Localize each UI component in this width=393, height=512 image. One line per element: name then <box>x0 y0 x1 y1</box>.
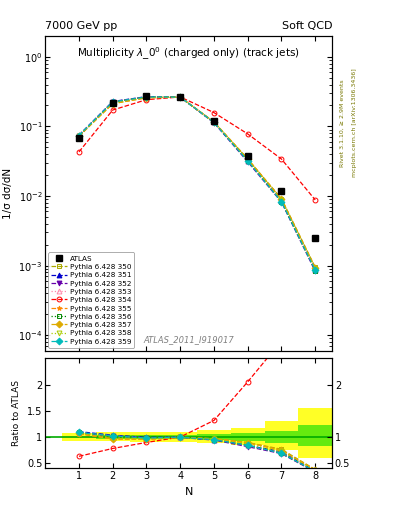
Text: Soft QCD: Soft QCD <box>282 21 332 31</box>
Text: 7000 GeV pp: 7000 GeV pp <box>45 21 118 31</box>
Y-axis label: 1/σ dσ/dN: 1/σ dσ/dN <box>3 168 13 219</box>
Text: Multiplicity $\lambda\_0^0$ (charged only) (track jets): Multiplicity $\lambda\_0^0$ (charged onl… <box>77 45 300 62</box>
X-axis label: N: N <box>184 487 193 497</box>
Text: mcplots.cern.ch [arXiv:1306.3436]: mcplots.cern.ch [arXiv:1306.3436] <box>352 69 357 177</box>
Text: ATLAS_2011_I919017: ATLAS_2011_I919017 <box>143 335 234 345</box>
Y-axis label: Ratio to ATLAS: Ratio to ATLAS <box>13 380 22 446</box>
Legend: ATLAS, Pythia 6.428 350, Pythia 6.428 351, Pythia 6.428 352, Pythia 6.428 353, P: ATLAS, Pythia 6.428 350, Pythia 6.428 35… <box>48 252 134 348</box>
Text: Rivet 3.1.10, ≥ 2.9M events: Rivet 3.1.10, ≥ 2.9M events <box>340 79 345 167</box>
